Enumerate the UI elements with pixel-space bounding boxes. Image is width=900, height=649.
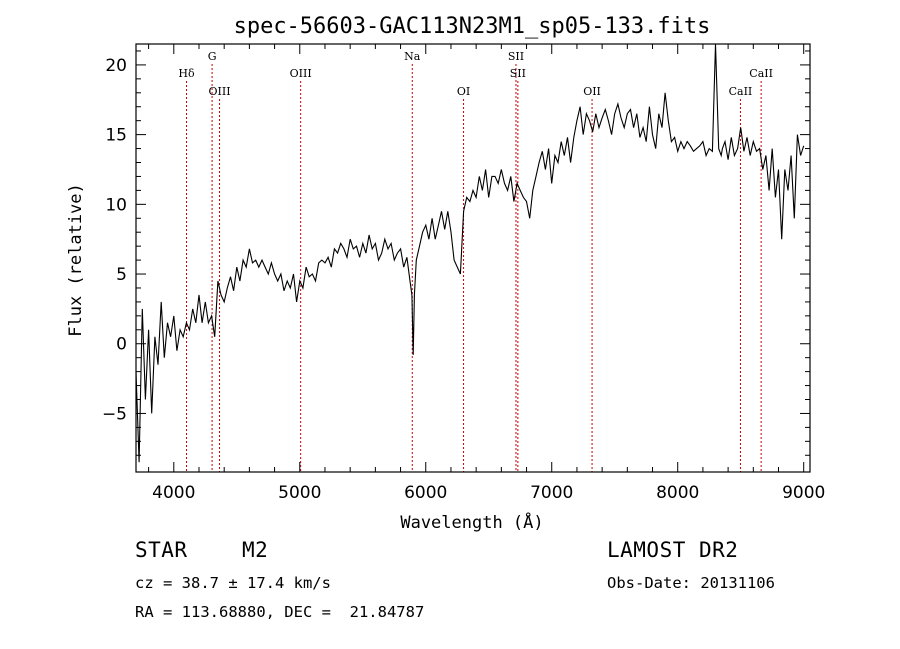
x-tick-label: 4000 [152,483,195,503]
line-marker-label: Hδ [178,67,195,80]
object-class: STAR [135,538,188,562]
y-tick-label: −5 [102,404,127,424]
chart-title: spec-56603-GAC113N23M1_sp05-133.fits [234,14,711,39]
x-tick-label: 9000 [782,483,825,503]
y-tick-label: 0 [116,335,127,355]
x-tick-label: 6000 [404,483,447,503]
line-marker-label: SII [508,50,524,63]
observation-date: Obs-Date: 20131106 [607,574,775,592]
x-axis-ticks: 4000 5000 6000 7000 8000 9000 [148,44,825,503]
y-axis-label: Flux (relative) [66,183,86,337]
object-subclass: M2 [242,538,269,562]
x-tick-label: 5000 [278,483,321,503]
line-markers [186,64,762,472]
x-tick-label: 7000 [530,483,573,503]
x-axis-label: Wavelength (Å) [400,511,543,533]
y-tick-label: 10 [105,195,127,215]
spectrum-line [135,43,805,463]
survey-name: LAMOST DR2 [607,538,739,562]
coordinates-readout: RA = 113.68880, DEC = 21.84787 [135,603,425,621]
line-marker-labels: Hδ G OIII OIII Na OI SII SII OII CaII CaII [178,50,773,98]
line-marker-label: OII [583,85,601,98]
y-tick-label: 20 [105,56,127,76]
line-marker-label: SII [510,67,526,80]
line-marker-label: Na [404,50,421,63]
line-marker-label: OIII [208,85,230,98]
y-axis-ticks: −5 0 5 10 15 20 [102,50,810,456]
line-marker-label: CaII [729,85,753,98]
line-marker-label: CaII [749,67,773,80]
line-marker-label: OI [457,85,470,98]
plot-frame [135,43,811,473]
line-marker-label: OIII [290,67,312,80]
y-tick-label: 5 [116,265,127,285]
line-marker-label: G [208,50,217,63]
redshift-readout: cz = 38.7 ± 17.4 km/s [135,574,331,592]
y-tick-label: 15 [105,126,127,146]
x-tick-label: 8000 [656,483,699,503]
